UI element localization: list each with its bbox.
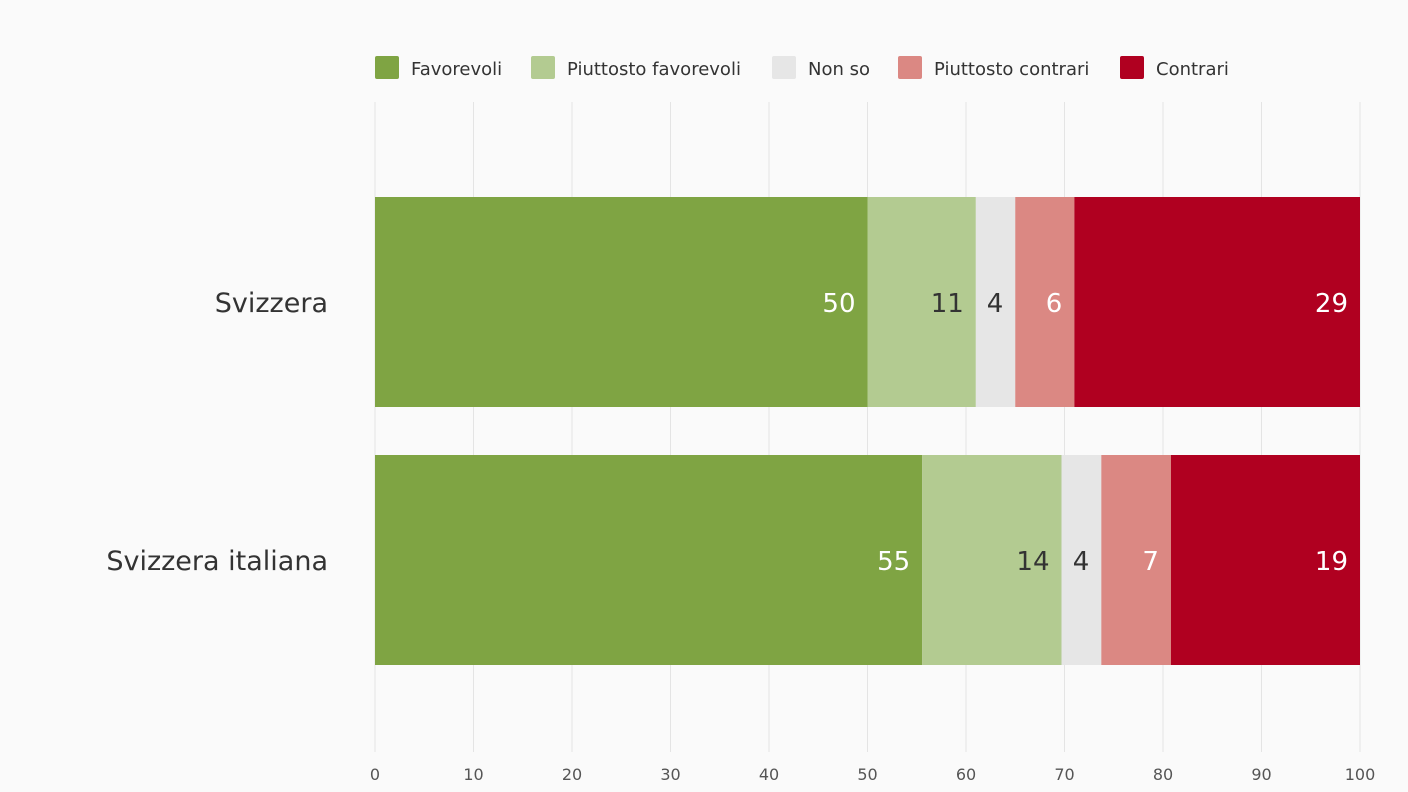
legend-label: Piuttosto contrari: [934, 59, 1089, 80]
legend-swatch: [375, 56, 399, 79]
category-label: Svizzera: [215, 288, 328, 319]
bar-value-label: 50: [822, 289, 855, 319]
bar-segment: [1061, 455, 1102, 665]
x-tick-label: 30: [660, 765, 680, 784]
bar-value-label: 7: [1142, 547, 1159, 577]
bar-segment: [1170, 455, 1360, 665]
bar-value-label: 55: [877, 547, 910, 577]
x-tick-label: 10: [463, 765, 483, 784]
bar-segment: [375, 455, 923, 665]
x-tick-label: 0: [370, 765, 380, 784]
bar-value-label: 4: [1073, 547, 1090, 577]
bars: 50 11 4 6 29 55 14 4 7 19: [375, 197, 1360, 665]
x-axis-ticks: 0 10 20 30 40 50 60 70 80 90 100: [370, 765, 1375, 784]
x-tick-label: 50: [857, 765, 877, 784]
legend-label: Contrari: [1156, 59, 1229, 80]
legend-label: Piuttosto favorevoli: [567, 59, 741, 80]
bar-segment: [1101, 455, 1171, 665]
category-labels: Svizzera Svizzera italiana: [106, 288, 328, 577]
bar-value-label: 11: [931, 289, 964, 319]
x-tick-label: 70: [1054, 765, 1074, 784]
legend-swatch: [898, 56, 922, 79]
bar-segment: [922, 455, 1062, 665]
bar-value-label: 14: [1016, 547, 1049, 577]
x-tick-label: 40: [759, 765, 779, 784]
legend-swatch: [531, 56, 555, 79]
bar-value-label: 6: [1046, 289, 1063, 319]
bar-segment: [867, 197, 976, 407]
x-tick-label: 80: [1153, 765, 1173, 784]
legend-label: Favorevoli: [411, 59, 502, 80]
legend-swatch: [1120, 56, 1144, 79]
x-tick-label: 20: [562, 765, 582, 784]
bar-segment: [375, 197, 868, 407]
bar-value-label: 4: [987, 289, 1004, 319]
legend: Favorevoli Piuttosto favorevoli Non so Piut…: [375, 56, 1229, 80]
x-tick-label: 100: [1345, 765, 1376, 784]
x-tick-label: 60: [956, 765, 976, 784]
category-label: Svizzera italiana: [106, 546, 328, 577]
x-tick-label: 90: [1251, 765, 1271, 784]
bar-value-label: 19: [1315, 547, 1348, 577]
bar-segment: [975, 197, 1016, 407]
bar-value-label: 29: [1315, 289, 1348, 319]
bar-segment: [1015, 197, 1075, 407]
legend-label: Non so: [808, 59, 870, 80]
legend-swatch: [772, 56, 796, 79]
bar-segment: [1074, 197, 1360, 407]
